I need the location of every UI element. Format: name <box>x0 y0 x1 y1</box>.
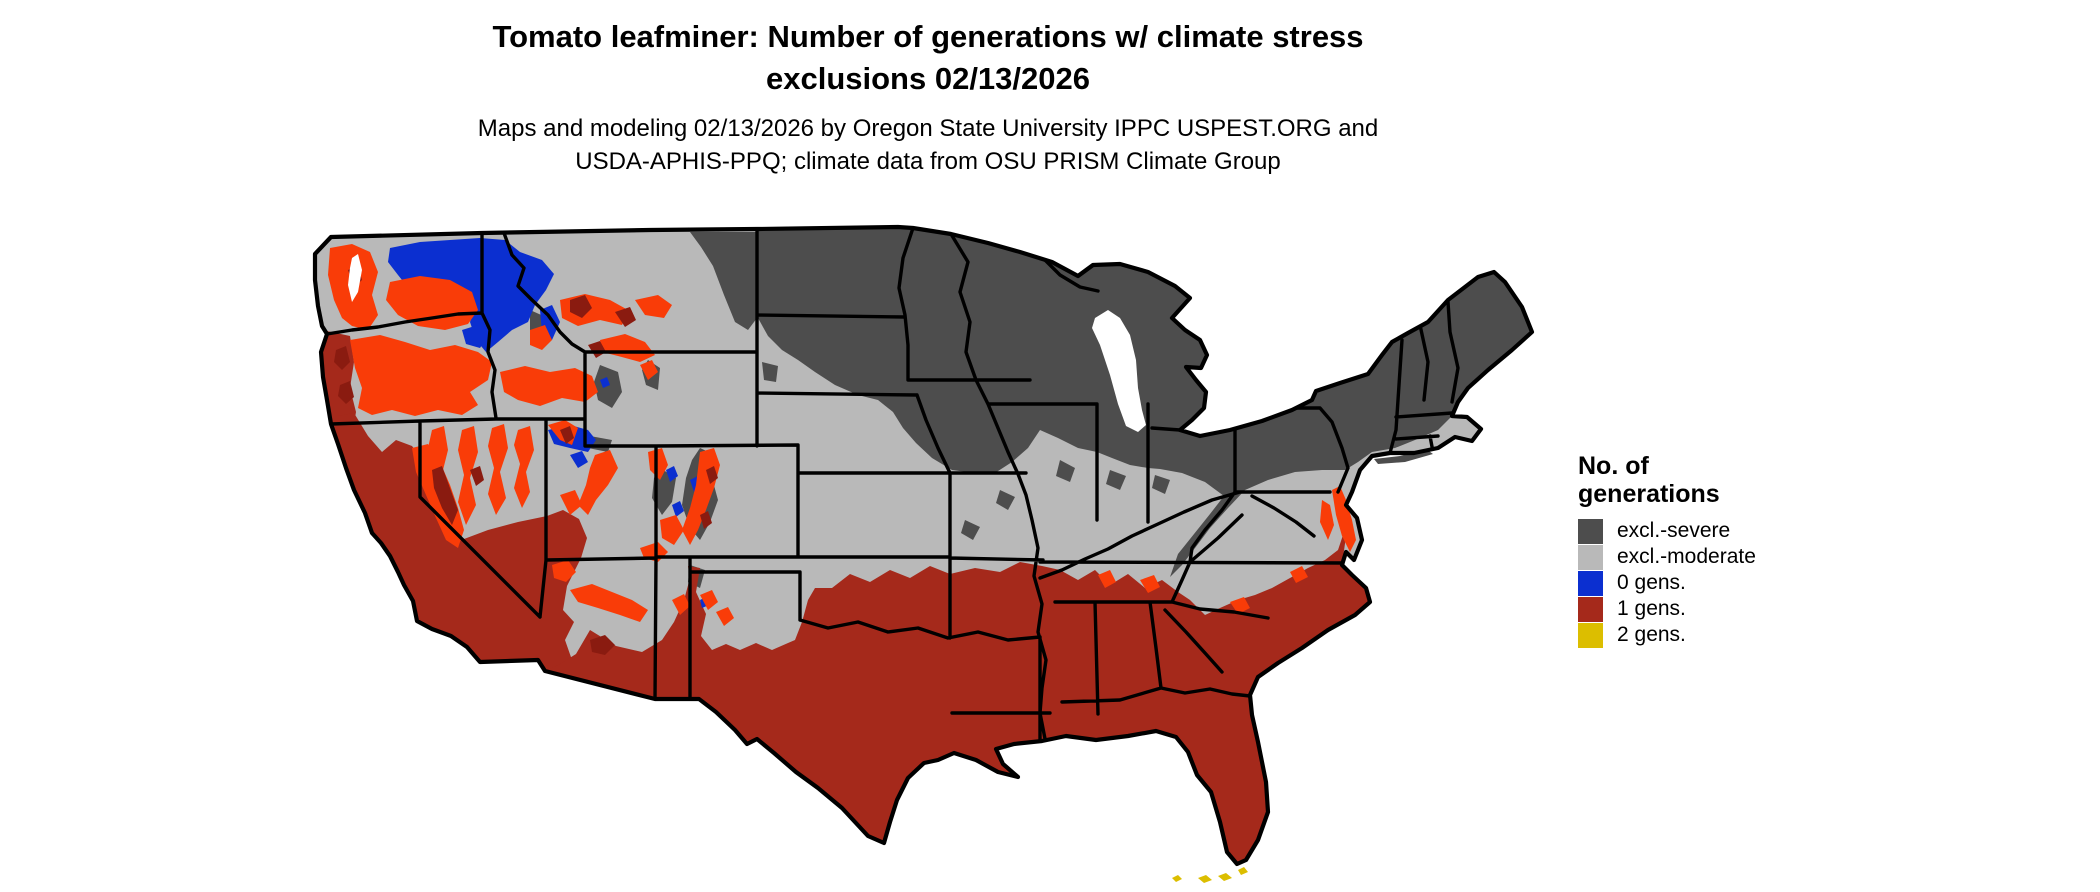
map-subtitle-line2: USDA-APHIS-PPQ; climate data from OSU PR… <box>575 148 1281 175</box>
legend-label-0-gens: 0 gens. <box>1617 571 1686 594</box>
legend: No. of generations excl.-severe excl.-mo… <box>1578 452 1838 648</box>
legend-title: No. of generations <box>1578 452 1838 508</box>
map-subtitle-line1: Maps and modeling 02/13/2026 by Oregon S… <box>477 115 1379 142</box>
map-subtitle: Maps and modeling 02/13/2026 by Oregon S… <box>128 112 1728 178</box>
legend-swatch-excl-severe <box>1578 518 1603 544</box>
map-region-ramp-orange <box>328 244 1356 626</box>
us-map <box>300 222 1556 892</box>
map-title-line1: Tomato leafminer: Number of generations … <box>492 19 1364 54</box>
legend-label-excl-severe: excl.-severe <box>1617 519 1731 542</box>
legend-swatch-1-gens <box>1578 596 1603 622</box>
us-outline <box>312 224 1535 867</box>
map-region-2-gens <box>1172 867 1248 883</box>
legend-item-excl-moderate: excl.-moderate <box>1578 544 1838 570</box>
legend-title-line1: No. of <box>1578 452 1649 480</box>
legend-swatch-0-gens <box>1578 570 1603 596</box>
legend-item-1-gens: 1 gens. <box>1578 596 1838 622</box>
legend-item-0-gens: 0 gens. <box>1578 570 1838 596</box>
legend-label-1-gens: 1 gens. <box>1617 597 1686 620</box>
legend-label-excl-moderate: excl.-moderate <box>1617 545 1756 568</box>
legend-label-2-gens: 2 gens. <box>1617 623 1686 646</box>
legend-swatch-excl-moderate <box>1578 544 1603 570</box>
map-title-line2: exclusions 02/13/2026 <box>765 61 1090 96</box>
map-title: Tomato leafminer: Number of generations … <box>128 16 1728 100</box>
state-borders <box>325 227 1460 746</box>
legend-title-line2: generations <box>1578 480 1720 508</box>
legend-item-2-gens: 2 gens. <box>1578 622 1838 648</box>
legend-item-excl-severe: excl.-severe <box>1578 518 1838 544</box>
legend-swatch-2-gens <box>1578 622 1603 648</box>
